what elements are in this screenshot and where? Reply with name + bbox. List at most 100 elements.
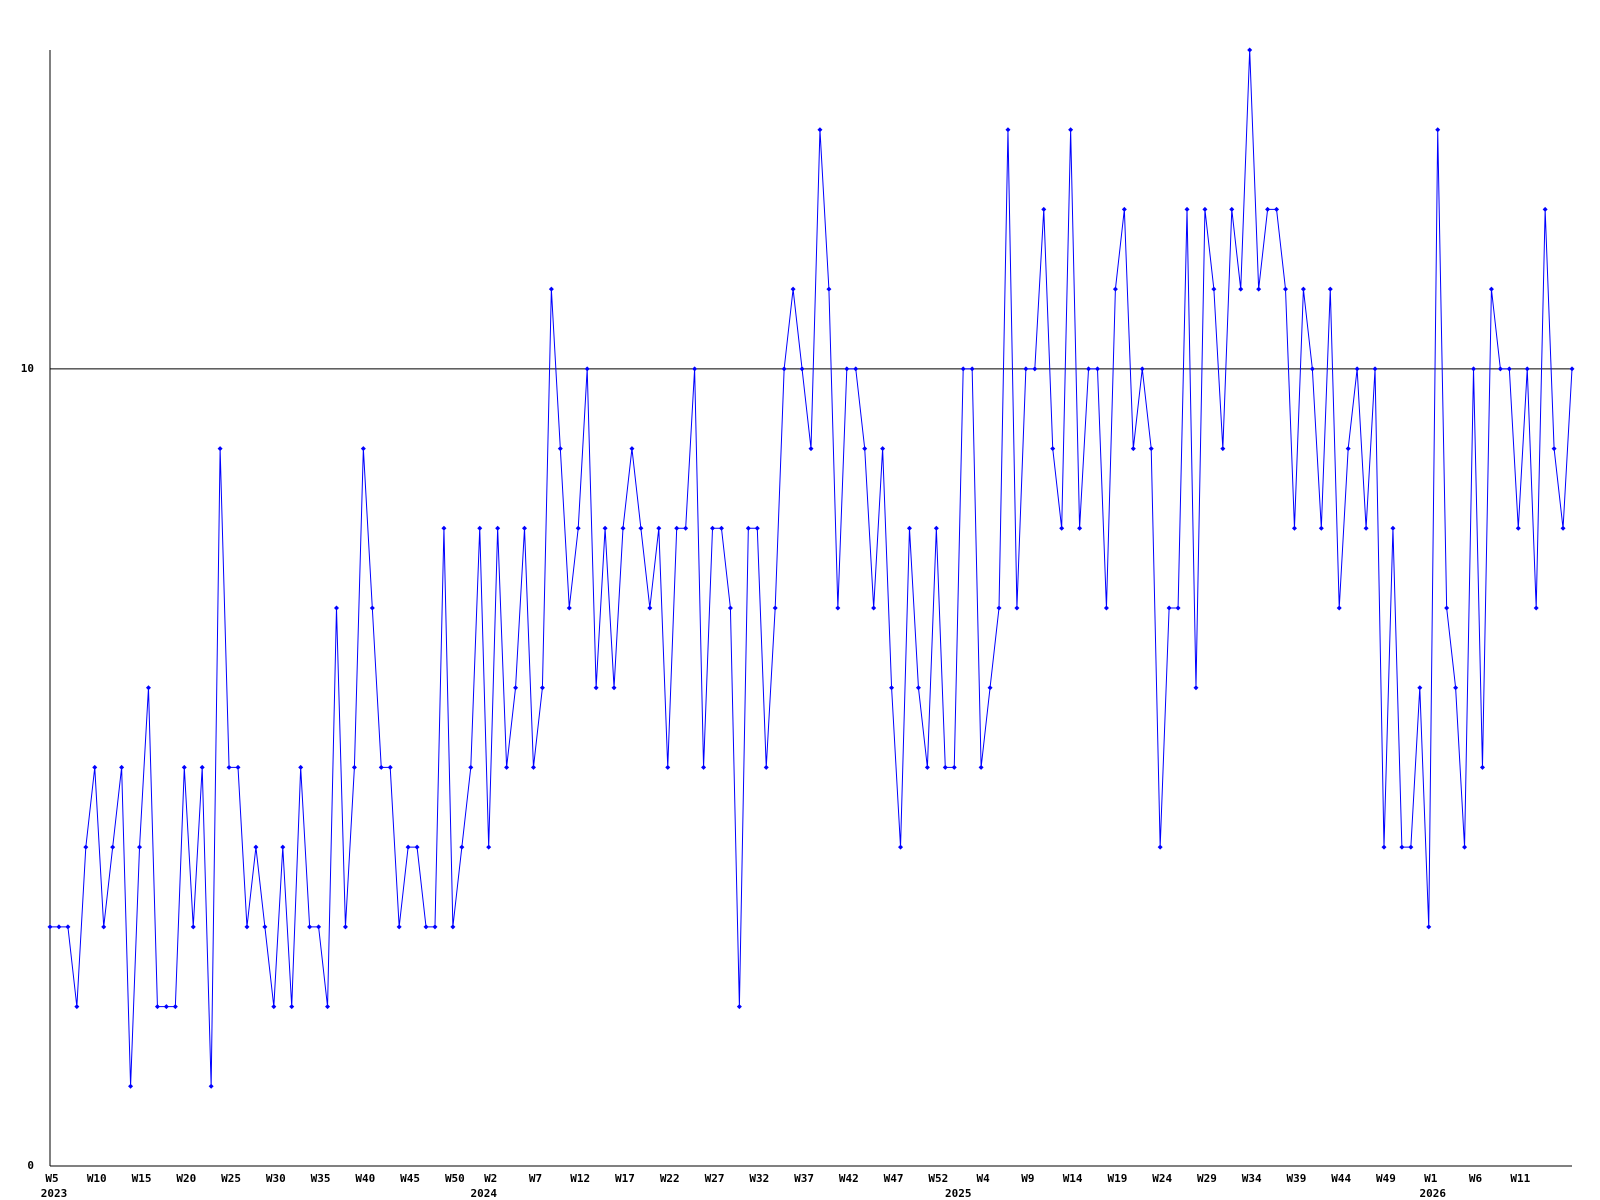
data-point [808, 446, 814, 452]
data-point [1103, 605, 1109, 611]
data-point [190, 924, 196, 930]
data-point [504, 764, 510, 770]
data-point [1193, 685, 1199, 691]
x-tick-label: W15 [132, 1172, 152, 1185]
data-point [1274, 206, 1280, 212]
x-tick-label: W50 [445, 1172, 465, 1185]
data-point [638, 525, 644, 531]
data-point [369, 605, 375, 611]
data-point [163, 1004, 169, 1010]
data-point [513, 685, 519, 691]
x-year-label: 2023 [41, 1187, 68, 1200]
data-point [253, 844, 259, 850]
data-point [906, 525, 912, 531]
data-point [889, 685, 895, 691]
data-point [83, 844, 89, 850]
data-point [1148, 446, 1154, 452]
x-tick-label: W5 [45, 1172, 58, 1185]
data-point [217, 446, 223, 452]
x-year-label: 2024 [470, 1187, 497, 1200]
data-point [1515, 525, 1521, 531]
data-point [244, 924, 250, 930]
x-tick-label: W17 [615, 1172, 635, 1185]
data-point [844, 366, 850, 372]
data-point [1121, 206, 1127, 212]
data-point [629, 446, 635, 452]
data-point [1569, 366, 1575, 372]
data-point [853, 366, 859, 372]
x-tick-label: W14 [1063, 1172, 1083, 1185]
data-point [110, 844, 116, 850]
data-point [1184, 206, 1190, 212]
x-tick-label: W9 [1021, 1172, 1034, 1185]
data-point [781, 366, 787, 372]
data-point [915, 685, 921, 691]
data-point [65, 924, 71, 930]
data-point [74, 1004, 80, 1010]
data-point [1291, 525, 1297, 531]
data-point [539, 685, 545, 691]
x-tick-label: W39 [1287, 1172, 1307, 1185]
x-tick-label: W35 [311, 1172, 331, 1185]
data-point [1471, 366, 1477, 372]
data-point [1506, 366, 1512, 372]
data-point [1345, 446, 1351, 452]
data-point [835, 605, 841, 611]
data-point [1354, 366, 1360, 372]
data-point [593, 685, 599, 691]
data-point [575, 525, 581, 531]
data-point [718, 525, 724, 531]
x-tick-label: W24 [1152, 1172, 1172, 1185]
data-point [1399, 844, 1405, 850]
data-point [924, 764, 930, 770]
x-tick-label: W2 [484, 1172, 497, 1185]
data-point [199, 764, 205, 770]
data-point [522, 525, 528, 531]
data-point [145, 685, 151, 691]
x-tick-label: W40 [355, 1172, 375, 1185]
data-point [665, 764, 671, 770]
data-point [154, 1004, 160, 1010]
x-tick-label: W45 [400, 1172, 420, 1185]
data-point [1542, 206, 1548, 212]
x-tick-label: W25 [221, 1172, 241, 1185]
data-point [1283, 286, 1289, 292]
data-point [736, 1004, 742, 1010]
data-point [1005, 127, 1011, 133]
data-point [235, 764, 241, 770]
data-point [1130, 446, 1136, 452]
x-year-label: 2026 [1420, 1187, 1447, 1200]
data-point [1265, 206, 1271, 212]
data-point [1220, 446, 1226, 452]
data-point [56, 924, 62, 930]
data-point [530, 764, 536, 770]
x-tick-label: W10 [87, 1172, 107, 1185]
data-point [674, 525, 680, 531]
data-point [754, 525, 760, 531]
data-point [799, 366, 805, 372]
data-point [1417, 685, 1423, 691]
x-tick-label: W44 [1331, 1172, 1351, 1185]
data-point [996, 605, 1002, 611]
x-tick-label: W4 [976, 1172, 990, 1185]
data-point [710, 525, 716, 531]
data-point [307, 924, 313, 930]
data-point [1023, 366, 1029, 372]
data-point [387, 764, 393, 770]
x-tick-label: W11 [1510, 1172, 1530, 1185]
data-point [1202, 206, 1208, 212]
data-point [1077, 525, 1083, 531]
data-point [360, 446, 366, 452]
data-point [790, 286, 796, 292]
data-point [611, 685, 617, 691]
x-tick-label: W42 [839, 1172, 859, 1185]
data-point [763, 764, 769, 770]
data-point [137, 844, 143, 850]
data-point [432, 924, 438, 930]
data-point [1139, 366, 1145, 372]
data-point [1426, 924, 1432, 930]
x-tick-label: W20 [176, 1172, 196, 1185]
data-point [727, 605, 733, 611]
data-point [1041, 206, 1047, 212]
data-point [47, 924, 53, 930]
